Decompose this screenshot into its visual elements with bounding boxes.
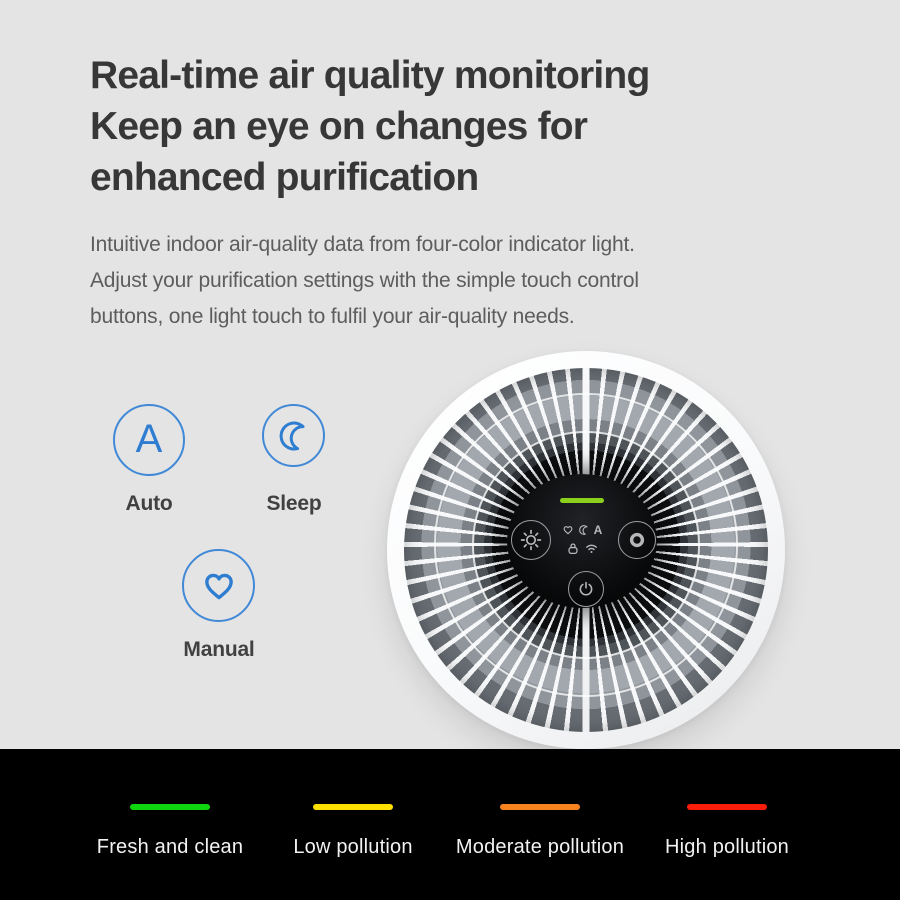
title-line-2: Keep an eye on changes for: [90, 105, 588, 148]
fan-speed-button: [618, 521, 656, 559]
control-panel: A: [507, 474, 657, 608]
sun-icon: [520, 529, 542, 551]
auto-mode-icon: A: [113, 404, 185, 476]
red-indicator-line: [687, 804, 767, 810]
grille-ring-outer: [434, 392, 738, 697]
green-indicator-line: [130, 804, 210, 810]
heart-icon: [204, 573, 233, 599]
air-quality-led: [560, 498, 604, 503]
status-icon-cluster: A: [560, 524, 604, 555]
page-title: Real-time air quality monitoring Keep an…: [90, 50, 750, 203]
description-line-1: Intuitive indoor air-quality data from f…: [90, 233, 635, 256]
legend-item-fresh: Fresh and clean: [60, 804, 280, 859]
description-line-2: Adjust your purification settings with t…: [90, 269, 639, 292]
air-purifier-photo: A: [387, 351, 785, 749]
legend-item-high: High pollution: [617, 804, 837, 859]
legend-item-moderate: Moderate pollution: [430, 804, 650, 859]
wifi-icon: [585, 544, 597, 553]
description-line-3: buttons, one light touch to fulfil your …: [90, 305, 575, 328]
moon-status-icon: [578, 525, 588, 535]
child-lock-icon: [567, 543, 578, 555]
orange-indicator-line: [500, 804, 580, 810]
title-line-1: Real-time air quality monitoring: [90, 54, 650, 97]
power-button: [568, 571, 604, 607]
manual-mode-icon: [182, 549, 255, 622]
manual-mode-label: Manual: [183, 638, 255, 661]
legend-label-high: High pollution: [665, 836, 789, 858]
auto-mode-label: Auto: [125, 492, 173, 515]
heart-status-icon: [563, 526, 573, 535]
indicator-legend: Fresh and clean Low pollution Moderate p…: [0, 749, 900, 900]
title-line-3: enhanced purification: [90, 156, 479, 199]
yellow-indicator-line: [313, 804, 393, 810]
auto-status-icon: A: [593, 523, 603, 537]
legend-label-low: Low pollution: [293, 836, 413, 858]
moon-icon: [279, 421, 305, 450]
sleep-mode-icon: [262, 404, 325, 467]
letter-a-icon: A: [135, 417, 163, 461]
description-text: Intuitive indoor air-quality data from f…: [90, 227, 790, 335]
legend-item-low: Low pollution: [243, 804, 463, 859]
fan-speed-icon: [629, 532, 645, 548]
power-icon: [579, 581, 593, 596]
sleep-mode-label: Sleep: [266, 492, 322, 515]
brightness-button: [511, 520, 551, 560]
legend-label-moderate: Moderate pollution: [455, 836, 625, 858]
legend-label-fresh: Fresh and clean: [96, 836, 244, 858]
